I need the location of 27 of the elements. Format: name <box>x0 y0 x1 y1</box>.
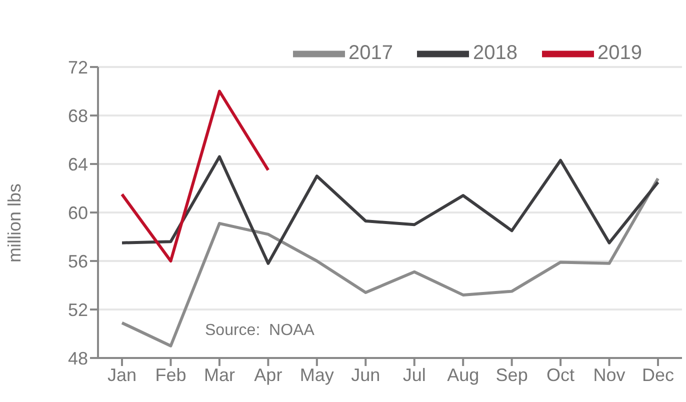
y-tick-label: 48 <box>68 348 88 368</box>
x-tick-label: Jun <box>351 364 380 385</box>
x-tick-label: Feb <box>155 364 186 385</box>
legend-label: 2017 <box>348 42 393 64</box>
x-tick-label: Mar <box>204 364 235 385</box>
y-tick-label: 72 <box>68 57 88 78</box>
line-series <box>120 90 270 262</box>
y-tick-label: 52 <box>68 300 88 320</box>
y-tick-label: 68 <box>68 106 88 126</box>
x-tick-label: Jan <box>107 364 137 385</box>
x-tick-label: Aug <box>447 364 480 385</box>
x-tick-label: Apr <box>254 364 282 385</box>
legend-label: 2019 <box>598 42 642 64</box>
y-tick-label: 64 <box>68 154 88 174</box>
x-tick-label: May <box>300 364 334 385</box>
y-axis-title: million lbs <box>4 183 24 262</box>
y-tick-label: 56 <box>68 251 88 272</box>
legend-label: 2018 <box>473 42 518 64</box>
line-series <box>120 155 660 265</box>
x-tick-label: Sep <box>496 364 528 385</box>
x-tick-label: Dec <box>642 364 674 385</box>
y-tick-label: 60 <box>68 202 88 223</box>
annotation: Source: NOAA <box>205 322 314 340</box>
x-tick-label: Oct <box>546 364 575 385</box>
x-tick-label: Nov <box>593 364 626 385</box>
line-series <box>120 177 660 348</box>
x-tick-label: Jul <box>402 364 426 385</box>
